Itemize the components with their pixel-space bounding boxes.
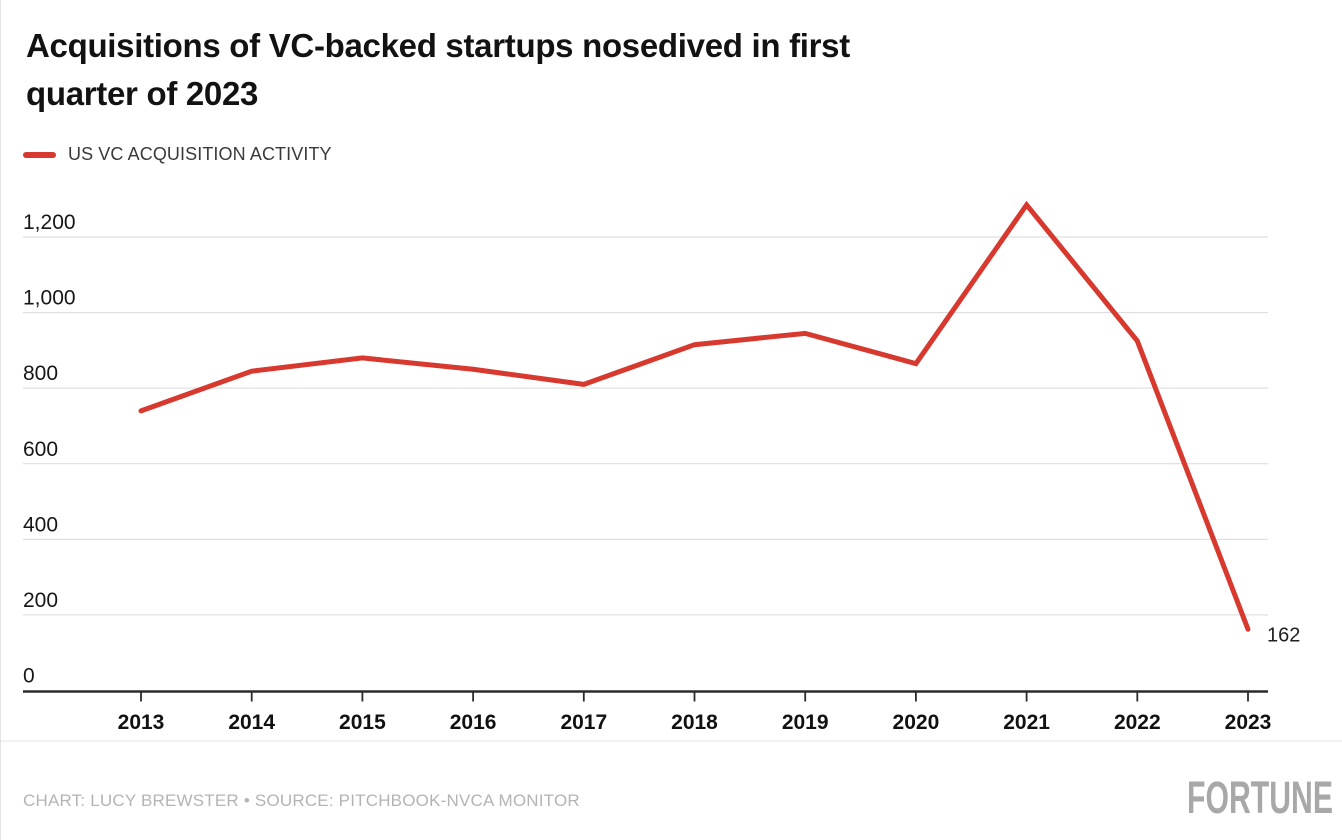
x-axis-tick-label: 2016 (450, 711, 497, 734)
x-axis-tick-label: 2018 (671, 711, 718, 734)
data-line-us-vc-acquisition-activity (138, 200, 1251, 632)
legend: US VC ACQUISITION ACTIVITY (23, 144, 332, 165)
chart-title: Acquisitions of VC-backed startups nosed… (26, 22, 850, 118)
chart-credit: CHART: LUCY BREWSTER • SOURCE: PITCHBOOK… (23, 791, 580, 810)
end-value-label: 162 (1267, 624, 1300, 646)
legend-series-label: US VC ACQUISITION ACTIVITY (68, 144, 332, 164)
y-axis-tick-label: 1,000 (23, 287, 76, 310)
y-axis-tick-label: 1,200 (23, 211, 76, 234)
fortune-logo-text: FORTUNE (1187, 780, 1333, 818)
x-axis-tick-label: 2022 (1114, 711, 1161, 734)
fortune-logo: FORTUNE (1185, 772, 1335, 823)
chart-title-line2: quarter of 2023 (26, 75, 259, 112)
x-axis-tick-label: 2019 (782, 711, 829, 734)
y-axis-tick-label: 0 (23, 665, 35, 688)
y-axis-tick-label: 200 (23, 589, 58, 612)
fortune-logo-svg: FORTUNE (1187, 772, 1333, 823)
y-axis-tick-label: 400 (23, 513, 58, 536)
x-axis-tick-label: 2017 (560, 711, 607, 734)
x-axis-tick-label: 2014 (228, 711, 275, 734)
legend-line-swatch (23, 151, 56, 158)
y-axis-tick-label: 600 (23, 438, 58, 461)
x-axis-tick-label: 2023 (1225, 711, 1272, 734)
x-axis-tick-label: 2013 (118, 711, 165, 734)
x-axis-tick-label: 2015 (339, 711, 386, 734)
x-axis-tick-label: 2021 (1003, 711, 1050, 734)
y-axis-tick-label: 800 (23, 362, 58, 385)
chart-title-line1: Acquisitions of VC-backed startups nosed… (26, 27, 850, 64)
x-axis-tick-label: 2020 (893, 711, 940, 734)
